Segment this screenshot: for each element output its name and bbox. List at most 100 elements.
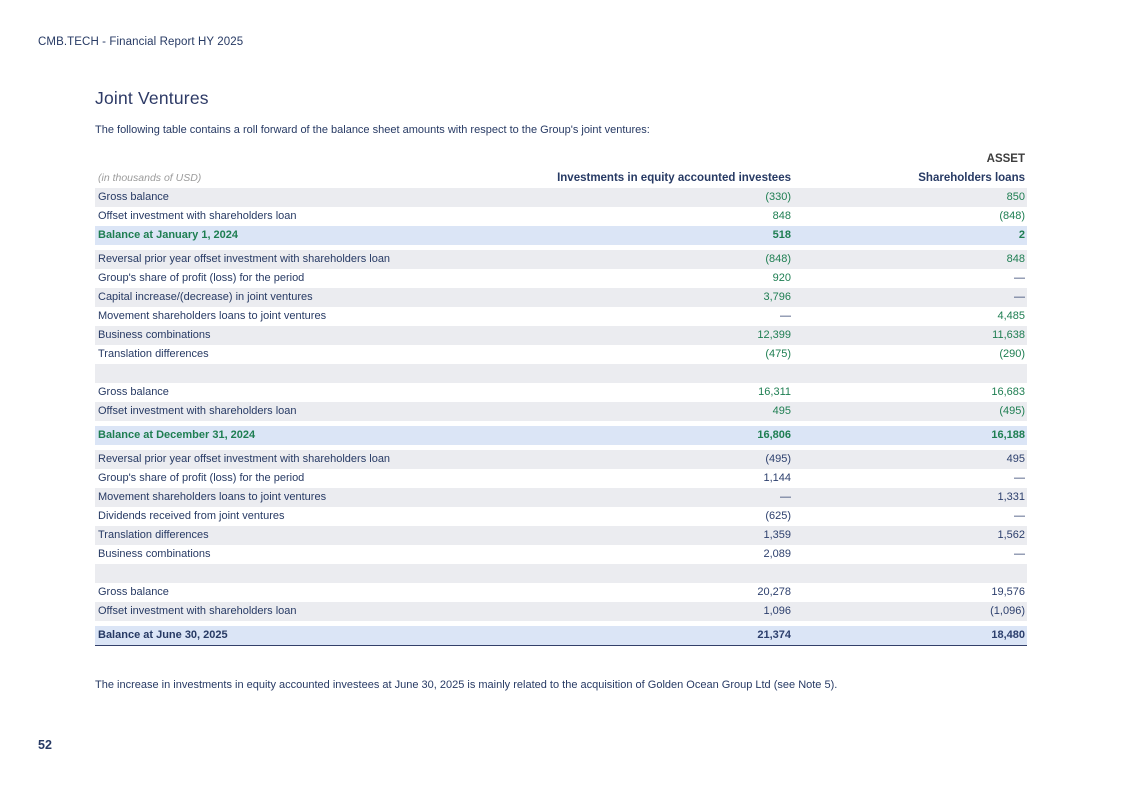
value-investments: 495	[772, 405, 791, 417]
row-label: Movement shareholders loans to joint ven…	[98, 310, 327, 322]
value-investments: 920	[772, 272, 791, 284]
value-investments: 518	[772, 229, 791, 241]
table-spacer-row	[95, 564, 1027, 583]
table-row: Dividends received from joint ventures (6…	[95, 507, 1027, 526]
joint-ventures-table: ASSET (in thousands of USD) Investments …	[95, 150, 1027, 646]
table-spacer-row	[95, 364, 1027, 383]
value-shareholders-loans: 18,480	[991, 629, 1025, 641]
value-investments: 1,096	[763, 605, 791, 617]
row-label: Business combinations	[98, 548, 211, 560]
value-investments: (330)	[765, 191, 791, 203]
value-shareholders-loans: —	[1014, 548, 1025, 560]
table-row: Group's share of profit (loss) for the p…	[95, 269, 1027, 288]
table-row: Gross balance (330) 850	[95, 188, 1027, 207]
value-investments: 12,399	[757, 329, 791, 341]
column-header-investments: Investments in equity accounted investee…	[557, 172, 791, 184]
table-row: Gross balance 16,311 16,683	[95, 383, 1027, 402]
table-row: Balance at December 31, 2024 16,806 16,188	[95, 426, 1027, 445]
row-label: Business combinations	[98, 329, 211, 341]
table-row: Balance at June 30, 2025 21,374 18,480	[95, 626, 1027, 646]
value-investments: (625)	[765, 510, 791, 522]
table-row: Movement shareholders loans to joint ven…	[95, 488, 1027, 507]
table-row: Translation differences 1,359 1,562	[95, 526, 1027, 545]
table-row: Gross balance 20,278 19,576	[95, 583, 1027, 602]
intro-text: The following table contains a roll forw…	[95, 124, 650, 136]
value-shareholders-loans: 850	[1006, 191, 1025, 203]
value-investments: (848)	[765, 253, 791, 265]
row-label: Balance at January 1, 2024	[98, 229, 239, 241]
section-title: Joint Ventures	[95, 88, 209, 108]
row-label: Reversal prior year offset investment wi…	[98, 453, 391, 465]
table-row: Business combinations 12,399 11,638	[95, 326, 1027, 345]
table-row: Business combinations 2,089 —	[95, 545, 1027, 564]
value-shareholders-loans: 4,485	[997, 310, 1025, 322]
value-investments: —	[780, 310, 791, 322]
value-shareholders-loans: 11,638	[992, 329, 1025, 341]
row-label: Offset investment with shareholders loan	[98, 210, 297, 222]
value-shareholders-loans: —	[1014, 272, 1025, 284]
table-header-row: (in thousands of USD) Investments in equ…	[95, 169, 1027, 188]
value-investments: (475)	[765, 348, 791, 360]
table-row: Movement shareholders loans to joint ven…	[95, 307, 1027, 326]
row-label: Dividends received from joint ventures	[98, 510, 285, 522]
value-investments: 3,796	[763, 291, 791, 303]
value-shareholders-loans: 2	[1018, 229, 1025, 241]
table-body: Gross balance (330) 850 Offset investment w…	[95, 188, 1027, 646]
row-label: Group's share of profit (loss) for the p…	[98, 472, 305, 484]
value-shareholders-loans: 16,188	[991, 429, 1025, 441]
table-row: Offset investment with shareholders loan…	[95, 402, 1027, 421]
value-shareholders-loans: (1,096)	[990, 605, 1025, 617]
row-label: Offset investment with shareholders loan	[98, 605, 297, 617]
value-shareholders-loans: 848	[1006, 253, 1025, 265]
row-label: Balance at June 30, 2025	[98, 629, 228, 641]
value-investments: 21,374	[757, 629, 791, 641]
value-shareholders-loans: 1,562	[997, 529, 1025, 541]
report-header: CMB.TECH - Financial Report HY 2025	[38, 36, 244, 48]
value-shareholders-loans: 19,576	[991, 586, 1025, 598]
value-investments: 16,806	[757, 429, 791, 441]
value-shareholders-loans: (495)	[999, 405, 1025, 417]
table-row: Reversal prior year offset investment wi…	[95, 250, 1027, 269]
column-header-shareholders-loans: Shareholders loans	[918, 172, 1025, 184]
value-investments: —	[780, 491, 791, 503]
row-label: Translation differences	[98, 348, 209, 360]
value-investments: 848	[772, 210, 791, 222]
table-row: Offset investment with shareholders loan…	[95, 602, 1027, 621]
value-shareholders-loans: 16,683	[991, 386, 1025, 398]
value-investments: 1,359	[763, 529, 791, 541]
value-shareholders-loans: 1,331	[997, 491, 1025, 503]
table-row: Translation differences (475) (290)	[95, 345, 1027, 364]
row-label: Group's share of profit (loss) for the p…	[98, 272, 305, 284]
row-label: Reversal prior year offset investment wi…	[98, 253, 391, 265]
content-area: Joint Ventures The following table conta…	[95, 88, 1027, 691]
table-row: Balance at January 1, 2024 518 2	[95, 226, 1027, 245]
row-label: Offset investment with shareholders loan	[98, 405, 297, 417]
row-label: Capital increase/(decrease) in joint ven…	[98, 291, 313, 303]
row-label: Translation differences	[98, 529, 209, 541]
unit-label: (in thousands of USD)	[98, 172, 202, 184]
value-investments: 2,089	[763, 548, 791, 560]
page-number: 52	[38, 738, 52, 752]
table-row: Capital increase/(decrease) in joint ven…	[95, 288, 1027, 307]
row-label: Balance at December 31, 2024	[98, 429, 256, 441]
value-shareholders-loans: —	[1014, 291, 1025, 303]
value-investments: 20,278	[757, 586, 791, 598]
value-investments: (495)	[765, 453, 791, 465]
table-row: Reversal prior year offset investment wi…	[95, 450, 1027, 469]
table-row: Group's share of profit (loss) for the p…	[95, 469, 1027, 488]
table-row: Offset investment with shareholders loan…	[95, 207, 1027, 226]
value-shareholders-loans: —	[1014, 472, 1025, 484]
value-shareholders-loans: (848)	[999, 210, 1025, 222]
row-label: Movement shareholders loans to joint ven…	[98, 491, 327, 503]
value-investments: 1,144	[763, 472, 791, 484]
value-shareholders-loans: 495	[1006, 453, 1025, 465]
value-shareholders-loans: (290)	[999, 348, 1025, 360]
value-shareholders-loans: —	[1014, 510, 1025, 522]
value-investments: 16,311	[758, 386, 791, 398]
row-label: Gross balance	[98, 386, 169, 398]
row-label: Gross balance	[98, 191, 169, 203]
footnote-text: The increase in investments in equity ac…	[95, 679, 838, 691]
row-label: Gross balance	[98, 586, 169, 598]
table-group-header-asset: ASSET	[986, 153, 1025, 165]
